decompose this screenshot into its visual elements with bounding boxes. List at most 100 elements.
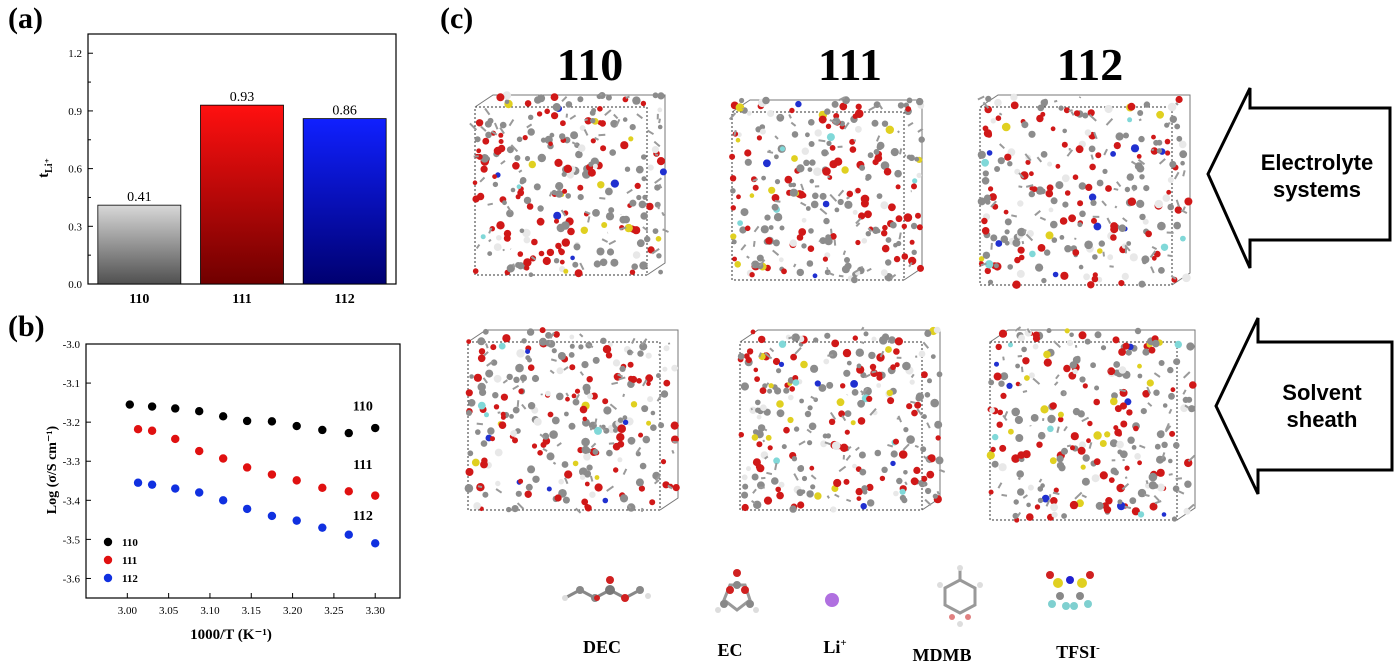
tfsi-text: TFSI [1056, 642, 1097, 662]
bar-data-label: 0.86 [332, 104, 357, 119]
arrow-label-electrolyte-systems: Electrolyte systems [1252, 149, 1382, 203]
scatter-xtick-label: 3.25 [324, 605, 344, 617]
molecule-label-mdmb: MDMB [912, 645, 972, 665]
arrow-label-line2: systems [1272, 177, 1362, 202]
tfsi-sup: - [1096, 642, 1100, 654]
bar-ytick-label: 0.9 [68, 106, 82, 118]
scatter-ytick-label: -3.1 [63, 378, 80, 390]
panel-label-a: (a) [8, 2, 43, 35]
li-ion-icon [825, 593, 839, 607]
panel-label-c: (c) [440, 2, 474, 35]
bar-data-label: 0.93 [230, 90, 255, 105]
column-title-111: 111 [818, 39, 882, 90]
bar-category-label: 112 [335, 292, 355, 307]
simulation-box-111-electrolyte [728, 96, 925, 284]
arrow-label-line2: sheath [1286, 407, 1358, 432]
point-112 [371, 539, 380, 548]
dec-molecule-icon [562, 576, 651, 602]
scatter-ytick-label: -3.2 [63, 417, 80, 429]
point-110 [147, 402, 157, 411]
legend-marker-110 [103, 537, 113, 547]
bar-111 [200, 104, 284, 285]
arrow-label-solvent-sheath: Solvent sheath [1262, 379, 1382, 433]
point-111 [242, 463, 252, 472]
mdmb-molecule-icon [937, 565, 983, 627]
scatter-xtick-label: 3.20 [283, 605, 303, 617]
simulation-box-111-solvent [737, 326, 946, 513]
scatter-xtick-label: 3.15 [242, 605, 262, 617]
column-title-112: 112 [1056, 39, 1124, 90]
scatter-xtick-label: 3.05 [159, 605, 179, 617]
point-111 [133, 424, 143, 434]
scatter-chart: 3.00 3.05 3.10 3.15 3.20 3.25 3.30 -3.0 -3.1 -3.2… [45, 339, 401, 643]
series-annotation: 110 [353, 399, 373, 414]
legend-marker-111 [103, 555, 113, 565]
bar-ylabel-sub: Li⁺ [44, 158, 55, 173]
point-112 [292, 516, 301, 525]
simulation-box-110-electrolyte [469, 91, 669, 278]
series-annotation: 111 [353, 458, 372, 473]
arrow-label-line1: Solvent [1282, 380, 1362, 405]
point-111 [195, 446, 204, 456]
point-110 [171, 404, 180, 413]
point-110 [242, 416, 252, 426]
scatter-ytick-label: -3.5 [63, 534, 81, 546]
bar-110 [97, 204, 182, 285]
scatter-plot-frame [85, 343, 401, 599]
legend-marker-112 [103, 573, 113, 583]
li-text: Li [823, 637, 841, 657]
point-110 [195, 407, 204, 416]
tfsi-molecule-icon [1046, 571, 1094, 610]
column-title-110: 110 [556, 39, 624, 90]
simulation-box-112-solvent [986, 326, 1197, 523]
point-111 [292, 476, 301, 485]
scatter-xtick-label: 3.30 [366, 605, 386, 617]
scatter-ylabel: Log (σ/S cm⁻¹) [45, 425, 60, 514]
scatter-ytick-label: -3.0 [63, 339, 81, 351]
point-112 [147, 480, 157, 489]
bar-ytick-label: 0.6 [68, 164, 82, 176]
point-111 [371, 491, 380, 500]
bar-ytick-label: 0.0 [68, 279, 82, 291]
point-110 [292, 421, 301, 431]
bar-chart: 0.0 0.3 0.6 0.9 1.2 0.41 110 0.93 111 0.86 112 tLi… [36, 33, 397, 307]
molecule-label-ec: EC [717, 640, 743, 660]
point-110 [344, 428, 353, 438]
ec-molecule-icon [715, 569, 759, 613]
molecule-label-dec: DEC [582, 637, 621, 657]
scatter-ytick-label: -3.4 [63, 495, 81, 507]
simulation-box-110-solvent [464, 327, 680, 514]
series-annotation: 112 [353, 509, 373, 524]
bar-category-label: 110 [129, 292, 149, 307]
point-111 [344, 487, 353, 496]
point-112 [344, 530, 353, 539]
bar-data-label: 0.41 [127, 190, 152, 205]
bar-ylabel: tLi⁺ [36, 158, 55, 178]
bar-category-label: 111 [232, 292, 251, 307]
point-110 [218, 412, 228, 421]
point-112 [171, 484, 180, 493]
point-110 [371, 423, 380, 433]
point-112 [242, 504, 252, 514]
scatter-ytick-label: -3.3 [63, 456, 81, 468]
point-111 [147, 426, 157, 435]
scatter-xtick-label: 3.10 [200, 605, 220, 617]
legend-label: 112 [122, 573, 138, 585]
point-112 [267, 511, 277, 521]
point-111 [267, 470, 277, 479]
point-110 [318, 425, 327, 435]
bar-ytick-label: 1.2 [68, 48, 82, 60]
legend-label: 111 [122, 555, 137, 567]
point-111 [218, 454, 228, 463]
point-110 [267, 417, 277, 426]
panel-label-b: (b) [8, 310, 45, 343]
legend-label: 110 [122, 537, 138, 549]
scatter-ytick-label: -3.6 [63, 573, 81, 585]
point-111 [318, 483, 327, 493]
point-112 [218, 496, 228, 505]
point-112 [318, 523, 327, 532]
molecule-label-tfsi: TFSI- [1018, 642, 1138, 663]
point-112 [133, 478, 143, 487]
point-110 [125, 400, 134, 409]
scatter-xlabel: 1000/T (K⁻¹) [190, 627, 272, 643]
